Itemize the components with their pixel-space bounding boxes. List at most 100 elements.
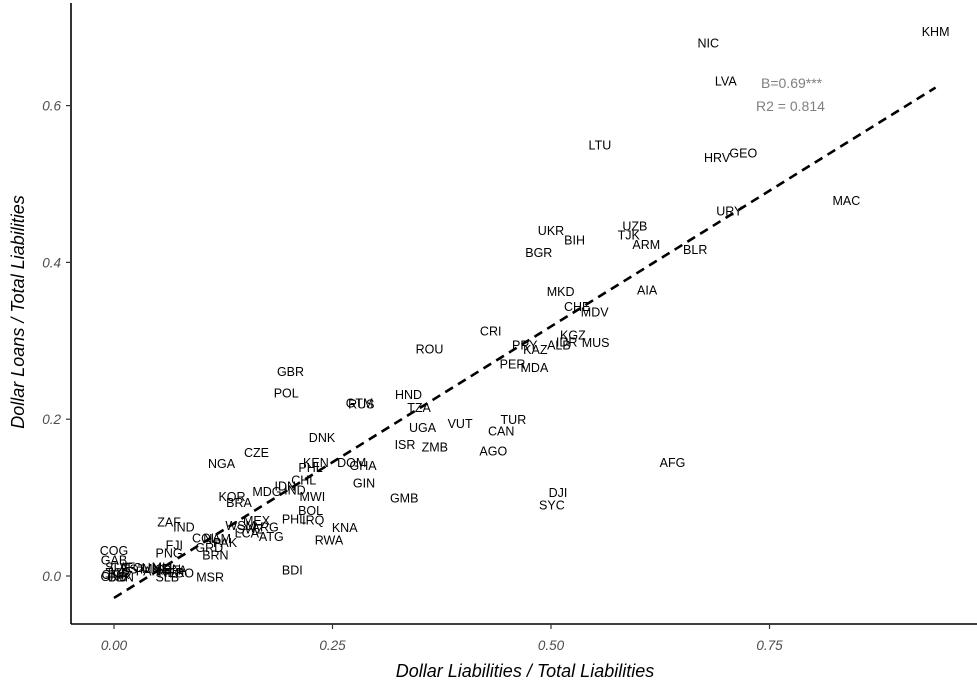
point-label-lca: LCA [235,527,260,541]
point-label-bol: BOL [298,504,323,518]
point-label-gmb: GMB [390,491,418,505]
point-label-fji: FJI [166,538,183,552]
point-label-can: CAN [488,425,514,439]
point-label-gnb: GNB [100,570,127,584]
point-label-slb: SLB [155,571,179,585]
point-label-mkd: MKD [547,285,575,299]
point-label-ury: URY [716,204,743,218]
y-tick-label: 0.4 [42,255,61,270]
x-tick-label: 0.50 [538,638,565,653]
point-label-hrv: HRV [704,151,731,165]
point-label-bih: BIH [564,233,585,247]
point-label-zmb: ZMB [422,440,448,454]
point-label-col: COL [192,531,218,545]
x-tick-label: 0.00 [101,638,128,653]
point-label-idn: IDN [275,480,297,494]
point-label-cmr: CMR [101,568,129,582]
point-label-kor: KOR [218,490,245,504]
point-label-tjk: TJK [618,229,641,243]
ticks-layer: 0.00 0.25 0.50 0.75 0.0 0.2 0.4 0.6 [42,99,783,653]
point-label-brn: BRN [202,549,228,563]
fit-line [113,86,937,600]
point-label-rou: ROU [416,342,444,356]
point-label-ecu: ECU [124,561,150,575]
point-label-lva: LVA [715,74,737,88]
point-label-grd: GRD [195,541,223,555]
point-label-mdv: MDV [581,306,609,320]
point-label-mwi: MWI [300,490,326,504]
point-label-msr: MSR [196,571,224,585]
annotation-r2: R2 = 0.814 [756,98,825,114]
point-label-cri: CRI [480,324,502,338]
y-tick-label: 0.6 [42,99,61,114]
point-label-hnd: HND [395,388,422,402]
point-label-ind: IND [173,520,195,534]
point-label-kna: KNA [332,521,358,535]
point-label-dom: DOM [337,456,366,470]
point-label-tcd: TCD [106,566,132,580]
point-label-pol: POL [274,386,299,400]
point-label-uzb: UZB [622,219,647,233]
x-axis-title: Dollar Liabilities / Total Liabilities [396,661,654,681]
point-label-kgz: KGZ [560,328,586,342]
point-label-slv: SLV [105,560,128,574]
point-label-zaf: ZAF [157,516,181,530]
point-label-irq: IRQ [302,513,325,527]
point-label-gtm: GTM [346,397,374,411]
y-axis-title: Dollar Loans / Total Liabilities [8,195,28,428]
point-label-mda: MDA [521,361,549,375]
point-label-mne: MNE [142,562,170,576]
point-label-arm: ARM [632,238,660,252]
point-label-sen: SEN [155,563,181,577]
point-label-aia: AIA [637,284,658,298]
point-label-gbr: GBR [277,365,304,379]
y-tick-label: 0.2 [42,412,61,427]
point-label-bfa: BFA [163,564,187,578]
point-label-ben: BEN [108,571,134,585]
point-label-ukr: UKR [538,224,564,238]
point-label-cze: CZE [244,446,269,460]
x-tick-label: 0.25 [319,638,346,653]
point-label-che: CHE [564,300,590,314]
x-tick-label: 0.75 [756,638,783,653]
point-label-mdg: MDG [252,485,281,499]
point-label-afg: AFG [660,456,686,470]
point-label-blr: BLR [683,243,707,257]
point-label-tur: TUR [501,413,527,427]
point-label-per: PER [500,357,526,371]
point-label-alb: ALB [547,339,571,353]
point-label-ken: KEN [303,456,329,470]
point-label-ltu: LTU [589,139,612,153]
point-label-phl: PHL [298,461,322,475]
y-tick-label: 0.0 [42,569,61,584]
point-label-bgr: BGR [525,246,552,260]
point-label-pak: PAK [213,536,238,550]
point-label-khm: KHM [922,25,950,39]
point-label-syc: SYC [539,498,565,512]
point-label-caf: CAF [110,560,135,574]
point-label-idr: IDR [556,335,578,349]
point-label-dji: DJI [549,486,568,500]
point-label-mac: MAC [833,194,861,208]
point-label-dnk: DNK [309,431,336,445]
point-label-bdi: BDI [282,564,303,578]
point-label-mus: MUS [582,336,610,350]
point-label-nam: NAM [203,532,231,546]
point-label-isr: ISR [395,438,416,452]
point-label-nga: NGA [208,457,236,471]
point-label-wsm: WSM [225,519,256,533]
point-label-ind: IND [284,484,306,498]
point-label-nic: NIC [698,37,720,51]
point-label-pry: PRY [512,339,538,353]
point-label-cog: COG [100,544,128,558]
point-label-gab: GAB [101,553,127,567]
point-label-pan: PAN [136,564,161,578]
point-label-rus: RUS [348,397,374,411]
point-label-geo: GEO [729,146,757,160]
point-label-rwa: RWA [315,534,344,548]
point-label-ner: NER [158,566,184,580]
point-label-bra: BRA [226,496,252,510]
point-label-tgo: TGO [167,567,194,581]
point-label-uga: UGA [409,421,437,435]
